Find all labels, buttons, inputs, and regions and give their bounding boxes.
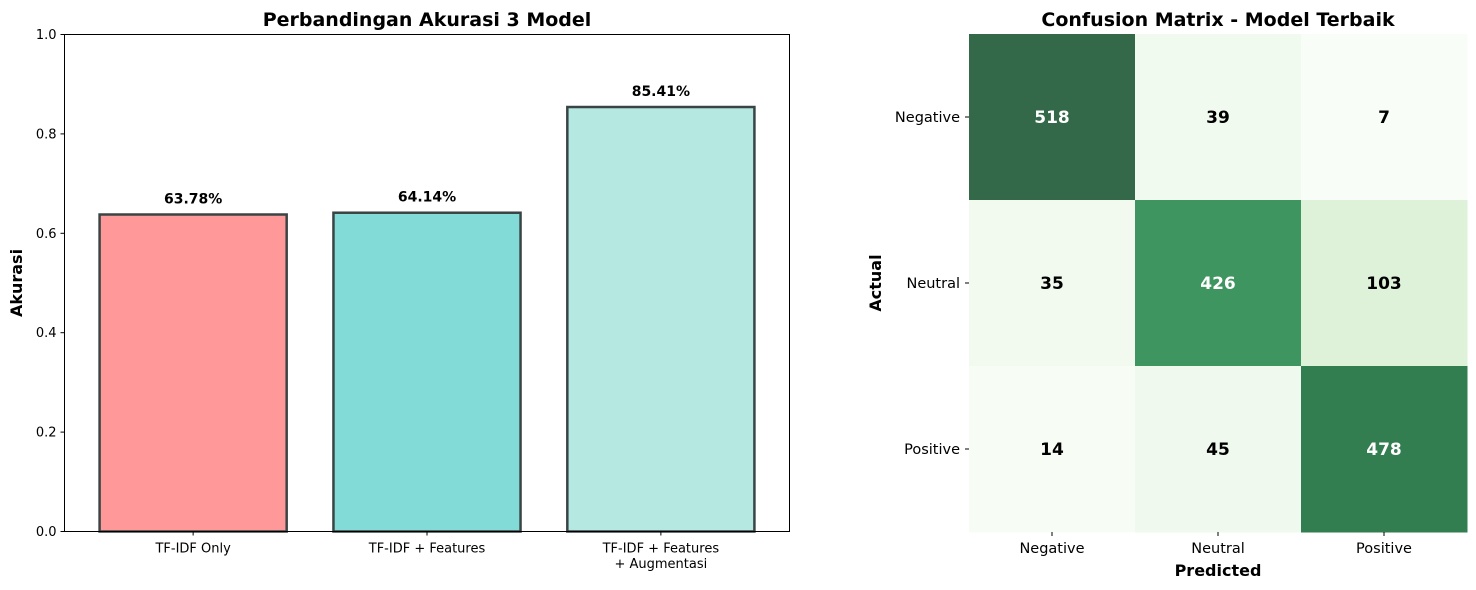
cm-cell-value: 35 bbox=[1040, 274, 1064, 294]
bar bbox=[332, 211, 522, 533]
cm-cell bbox=[1135, 34, 1302, 201]
cm-x-tick-label: Negative bbox=[1019, 541, 1084, 557]
bar-y-axis: 0.0 0.2 0.4 0.6 0.8 1.0 bbox=[36, 28, 65, 540]
cm-xlabel: Predicted bbox=[1175, 561, 1262, 580]
bar-x-axis: TF-IDF Only TF-IDF + Features TF-IDF + Fea… bbox=[154, 531, 720, 573]
cm-cell-value: 518 bbox=[1034, 108, 1070, 128]
bar-value-label: 64.14% bbox=[398, 190, 456, 206]
y-tick-label: 1.0 bbox=[36, 28, 57, 43]
cm-y-axis: Negative Neutral Positive bbox=[895, 110, 969, 458]
bar-series: 63.78% 64.14% 85.41% bbox=[98, 84, 756, 533]
bar bbox=[98, 213, 288, 533]
y-tick-label: 0.2 bbox=[36, 426, 57, 441]
cm-cell-value: 45 bbox=[1206, 440, 1230, 460]
confusion-matrix: Confusion Matrix - Model Terbaik 518 39 7 3… bbox=[866, 9, 1468, 580]
x-tick-label: TF-IDF + Features bbox=[368, 542, 486, 557]
confusion-matrix-cells: 518 39 7 35 426 103 14 45 478 bbox=[969, 34, 1468, 533]
cm-x-axis: Negative Neutral Positive bbox=[1019, 532, 1412, 557]
bar bbox=[566, 105, 756, 533]
cm-cell-value: 39 bbox=[1206, 108, 1230, 128]
cm-x-tick-label: Neutral bbox=[1191, 541, 1245, 557]
cm-cell bbox=[1301, 200, 1468, 367]
confusion-matrix-title: Confusion Matrix - Model Terbaik bbox=[1041, 9, 1395, 31]
bar-chart: Perbandingan Akurasi 3 Model Akurasi 0.0… bbox=[7, 9, 790, 572]
cm-cell-value: 7 bbox=[1378, 108, 1390, 128]
cm-y-tick-label: Negative bbox=[895, 110, 960, 126]
cm-y-tick-label: Positive bbox=[904, 442, 960, 458]
bar-value-label: 85.41% bbox=[632, 84, 690, 100]
y-tick-label: 0.6 bbox=[36, 227, 57, 242]
x-tick-label: TF-IDF + Features + Augmentasi bbox=[602, 542, 720, 573]
cm-cell bbox=[1301, 366, 1468, 533]
y-tick-label: 0.4 bbox=[36, 326, 57, 341]
cm-cell bbox=[1301, 34, 1468, 201]
cm-cell-value: 478 bbox=[1366, 440, 1402, 460]
y-tick-label: 0.8 bbox=[36, 127, 57, 142]
cm-cell-value: 426 bbox=[1200, 274, 1236, 294]
cm-y-tick-label: Neutral bbox=[906, 276, 960, 292]
cm-cell bbox=[969, 200, 1136, 367]
bar-plot-frame bbox=[64, 34, 790, 532]
x-tick-label: TF-IDF Only bbox=[154, 542, 231, 557]
cm-cell-value: 103 bbox=[1366, 274, 1402, 294]
cm-cell-value: 14 bbox=[1040, 440, 1064, 460]
cm-cell bbox=[969, 366, 1136, 533]
cm-cell bbox=[1135, 200, 1302, 367]
cm-cell bbox=[969, 34, 1136, 201]
bar-chart-ylabel: Akurasi bbox=[7, 249, 26, 317]
bar-chart-title: Perbandingan Akurasi 3 Model bbox=[263, 9, 592, 31]
cm-cell bbox=[1135, 366, 1302, 533]
cm-x-tick-label: Positive bbox=[1356, 541, 1412, 557]
y-tick-label: 0.0 bbox=[36, 525, 57, 540]
bar-value-label: 63.78% bbox=[164, 192, 222, 208]
cm-ylabel: Actual bbox=[866, 254, 885, 311]
